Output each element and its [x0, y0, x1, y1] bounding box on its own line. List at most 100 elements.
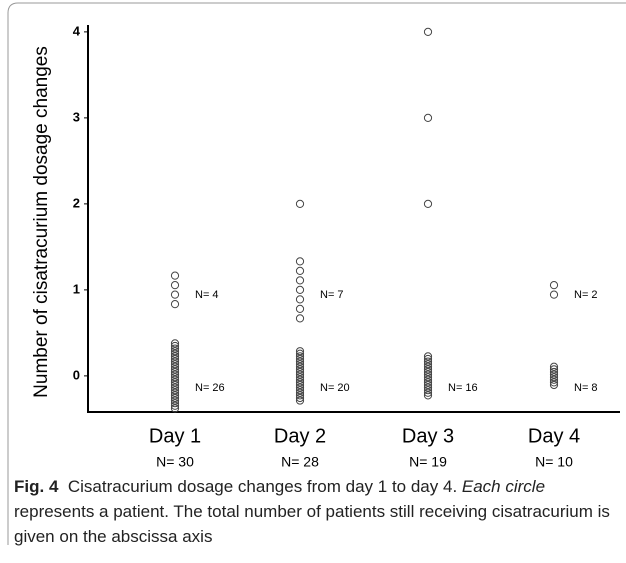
patient-dot	[295, 354, 305, 364]
patient-dot	[295, 380, 305, 390]
patient-dot	[170, 391, 180, 400]
x-tick-sublabel: N= 19	[409, 454, 447, 470]
patient-dot	[295, 357, 305, 366]
patient-dot	[170, 349, 180, 358]
patient-dot	[423, 380, 433, 390]
patient-dot	[295, 378, 305, 387]
group-count-label: N= 7	[320, 289, 344, 301]
patient-dot	[549, 362, 559, 371]
patient-dot	[549, 370, 559, 379]
y-tick-label: 2	[73, 195, 80, 210]
group-count-label: N= 4	[195, 289, 219, 301]
patient-dot	[423, 365, 433, 374]
x-tick-sublabel: N= 28	[281, 454, 319, 470]
patient-dot	[423, 357, 433, 366]
patient-dot	[549, 373, 559, 382]
patient-dot	[423, 373, 433, 382]
patient-dot	[170, 393, 180, 403]
patient-dot	[549, 367, 559, 377]
patient-dot	[295, 388, 305, 397]
group-count-label: N= 8	[574, 382, 598, 394]
patient-dot	[295, 285, 305, 294]
patient-dot	[170, 352, 180, 361]
y-tick-label: 1	[73, 281, 80, 296]
patient-dot	[170, 347, 180, 356]
x-tick-label: Day 4	[528, 425, 580, 447]
patient-dot	[170, 357, 180, 366]
patient-dot	[295, 375, 305, 384]
group-count-label: N= 2	[574, 289, 598, 301]
patient-dot	[295, 365, 305, 374]
patient-dot	[549, 365, 559, 374]
patient-dot	[295, 360, 305, 369]
patient-dot	[295, 370, 305, 379]
patient-dot	[423, 360, 433, 369]
patient-dot	[423, 113, 433, 122]
patient-dot	[295, 266, 305, 275]
caption-part: Fig. 4	[14, 477, 59, 496]
patient-dot	[170, 370, 180, 379]
patient-dot	[295, 367, 305, 377]
patient-dot	[423, 378, 433, 387]
patient-dot	[170, 271, 180, 280]
y-axis-label: Number of cisatracurium dosage changes	[31, 46, 52, 398]
patient-dot	[170, 404, 180, 413]
patient-dot	[549, 375, 559, 384]
patient-dot	[170, 344, 180, 353]
patient-dot	[295, 362, 305, 371]
patient-dot	[170, 360, 180, 369]
patient-dot	[295, 199, 305, 208]
patient-dot	[295, 314, 305, 323]
caption: Fig. 4 Cisatracurium dosage changes from…	[14, 474, 614, 549]
patient-dot	[423, 383, 433, 392]
x-tick-label: Day 2	[274, 425, 326, 447]
patient-dot	[295, 276, 305, 285]
patient-dot	[170, 388, 180, 397]
patient-dot	[295, 373, 305, 382]
caption-part: Cisatracurium dosage changes from day 1 …	[58, 477, 462, 496]
patient-dot	[295, 295, 305, 304]
patient-dot	[295, 352, 305, 361]
patient-dot	[170, 339, 180, 348]
patient-dot	[549, 281, 559, 290]
patient-dot	[170, 341, 180, 351]
patient-dot	[423, 354, 433, 364]
patient-dot	[549, 290, 559, 299]
patient-dot	[295, 391, 305, 400]
patient-dot	[423, 199, 433, 208]
caption-part: represents a patient. The total number o…	[14, 477, 615, 546]
patient-dot	[423, 27, 433, 36]
y-tick-label: 0	[73, 367, 80, 382]
patient-dot	[423, 362, 433, 371]
patient-dot	[549, 378, 559, 387]
patient-dot	[423, 370, 433, 379]
patient-dot	[423, 386, 433, 395]
patient-dot	[170, 378, 180, 387]
x-tick-label: Day 1	[149, 425, 201, 447]
patient-dot	[170, 380, 180, 390]
patient-dot	[170, 354, 180, 364]
frame	[7, 2, 626, 545]
patient-dot	[549, 380, 559, 390]
patient-dot	[295, 349, 305, 358]
x-tick-sublabel: N= 30	[156, 454, 194, 470]
patient-dot	[170, 290, 180, 299]
patient-dot	[170, 365, 180, 374]
patient-dot	[170, 383, 180, 392]
x-tick-label: Day 3	[402, 425, 454, 447]
y-tick-label: 4	[73, 23, 81, 38]
patient-dot	[170, 300, 180, 309]
patient-dot	[295, 393, 305, 403]
patient-dot	[295, 396, 305, 405]
patient-dot	[423, 352, 433, 361]
caption-part: Each circle	[461, 477, 546, 496]
group-count-label: N= 20	[320, 382, 350, 394]
patient-dot	[170, 396, 180, 405]
group-count-label: N= 26	[195, 382, 225, 394]
patient-dot	[423, 388, 433, 397]
patient-dot	[170, 401, 180, 410]
x-tick-sublabel: N= 10	[535, 454, 573, 470]
patient-dot	[423, 367, 433, 377]
